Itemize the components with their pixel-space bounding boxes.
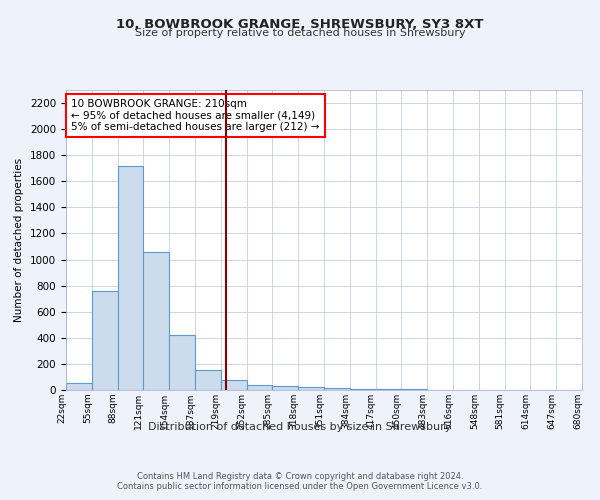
Text: 10, BOWBROOK GRANGE, SHREWSBURY, SY3 8XT: 10, BOWBROOK GRANGE, SHREWSBURY, SY3 8XT bbox=[116, 18, 484, 30]
Text: Size of property relative to detached houses in Shrewsbury: Size of property relative to detached ho… bbox=[134, 28, 466, 38]
Bar bbox=[118, 166, 143, 390]
Bar bbox=[195, 370, 221, 390]
Y-axis label: Number of detached properties: Number of detached properties bbox=[14, 158, 25, 322]
Bar bbox=[143, 252, 169, 390]
Bar bbox=[92, 291, 118, 390]
Text: Contains public sector information licensed under the Open Government Licence v3: Contains public sector information licen… bbox=[118, 482, 482, 491]
Bar bbox=[298, 387, 324, 390]
Bar bbox=[376, 389, 401, 390]
Bar bbox=[324, 388, 350, 390]
Bar bbox=[272, 386, 298, 390]
Bar bbox=[169, 335, 195, 390]
Bar bbox=[66, 384, 92, 390]
Text: Distribution of detached houses by size in Shrewsbury: Distribution of detached houses by size … bbox=[148, 422, 452, 432]
Text: 10 BOWBROOK GRANGE: 210sqm
← 95% of detached houses are smaller (4,149)
5% of se: 10 BOWBROOK GRANGE: 210sqm ← 95% of deta… bbox=[71, 99, 320, 132]
Bar bbox=[221, 380, 247, 390]
Bar bbox=[247, 385, 272, 390]
Bar bbox=[350, 388, 376, 390]
Text: Contains HM Land Registry data © Crown copyright and database right 2024.: Contains HM Land Registry data © Crown c… bbox=[137, 472, 463, 481]
